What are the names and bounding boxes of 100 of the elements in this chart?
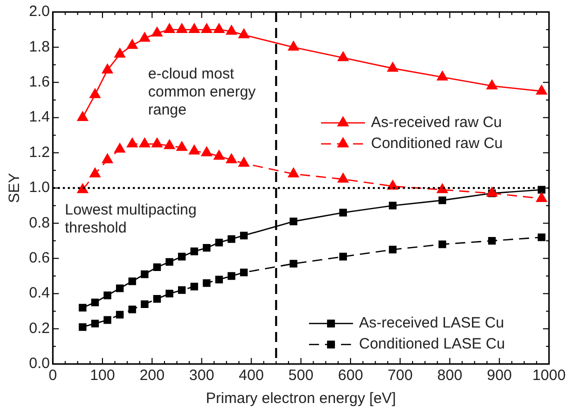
y-tick-label: 1.0 — [28, 179, 50, 196]
point — [201, 23, 212, 33]
point — [128, 277, 136, 286]
legend-label: Conditioned LASE Cu — [359, 336, 505, 353]
x-tick-label: 800 — [437, 367, 462, 384]
point — [114, 48, 126, 58]
point — [77, 184, 88, 194]
point — [288, 168, 299, 178]
y-tick-label: 1.6 — [28, 74, 50, 91]
point — [140, 270, 148, 278]
point — [228, 272, 236, 280]
point — [215, 238, 223, 246]
point — [176, 141, 188, 151]
point — [438, 240, 446, 248]
point — [190, 248, 198, 256]
y-tick-label: 0.6 — [28, 250, 50, 267]
point — [91, 298, 99, 306]
point — [536, 192, 547, 202]
y-tick-label: 1.4 — [28, 108, 50, 126]
point — [139, 138, 150, 148]
point — [102, 64, 113, 74]
point — [164, 140, 175, 150]
point — [90, 168, 100, 178]
point — [202, 244, 210, 252]
point — [140, 300, 148, 308]
x-tick-label: 600 — [338, 367, 364, 384]
x-tick-label: 700 — [388, 367, 413, 384]
point — [176, 23, 188, 33]
point — [488, 236, 496, 245]
point — [215, 276, 223, 284]
point — [214, 150, 224, 160]
y-tick-label: 2.0 — [28, 3, 50, 20]
point — [240, 232, 248, 240]
point — [166, 290, 174, 298]
point — [139, 32, 150, 42]
point — [387, 62, 398, 72]
point — [190, 282, 198, 290]
point — [77, 111, 88, 121]
point — [388, 246, 397, 254]
point — [214, 23, 224, 33]
point — [290, 218, 298, 226]
point — [152, 138, 162, 148]
x-tick-label: 0 — [48, 367, 58, 384]
point — [188, 144, 200, 154]
point — [238, 28, 250, 38]
point — [164, 23, 175, 33]
point — [338, 173, 349, 183]
y-tick-label: 0.4 — [28, 284, 50, 302]
point — [486, 80, 498, 90]
point — [188, 23, 200, 33]
point — [153, 263, 161, 272]
legend-label: As-received raw Cu — [371, 114, 502, 132]
x-tick-label: 200 — [140, 367, 165, 384]
point — [116, 310, 124, 319]
point — [201, 146, 212, 156]
ref-line-label: e-cloud most common energy range — [148, 66, 256, 119]
x-tick-label: 100 — [90, 367, 115, 384]
x-tick-label: 900 — [486, 367, 512, 384]
point — [152, 26, 162, 37]
y-tick-label: 1.2 — [28, 144, 50, 161]
point — [538, 233, 546, 242]
point — [91, 320, 99, 328]
x-tick-label: 500 — [288, 367, 314, 384]
point — [126, 39, 138, 49]
y-tick-label: 1.8 — [28, 38, 50, 56]
point — [339, 252, 347, 260]
point — [388, 202, 397, 210]
point — [438, 196, 446, 204]
point — [166, 258, 174, 266]
legend-label: Conditioned raw Cu — [371, 135, 503, 152]
ref-line-label: Lowest multipacting threshold — [64, 202, 197, 237]
point — [226, 154, 237, 164]
point — [104, 292, 112, 300]
point — [102, 154, 113, 164]
point — [116, 284, 124, 292]
point — [436, 70, 448, 81]
x-tick-label: 300 — [189, 367, 214, 384]
y-axis-title: SEY — [6, 172, 24, 204]
point — [153, 295, 161, 303]
point — [238, 157, 250, 167]
point — [178, 286, 186, 294]
point — [104, 316, 112, 324]
y-tick-label: 0.0 — [28, 355, 50, 372]
point — [178, 252, 186, 260]
point — [288, 41, 299, 51]
point — [436, 184, 448, 194]
y-tick-label: 0.8 — [28, 214, 50, 232]
point — [114, 143, 126, 153]
point — [240, 268, 248, 276]
point — [128, 306, 136, 314]
point — [226, 25, 237, 35]
x-axis-title: Primary electron energy [eV] — [206, 390, 396, 408]
point — [290, 260, 298, 268]
point — [78, 323, 86, 331]
y-tick-label: 0.2 — [28, 320, 50, 337]
x-tick-label: 400 — [238, 367, 264, 384]
point — [90, 88, 100, 98]
point — [536, 85, 547, 95]
point — [78, 304, 86, 312]
point — [339, 208, 347, 216]
